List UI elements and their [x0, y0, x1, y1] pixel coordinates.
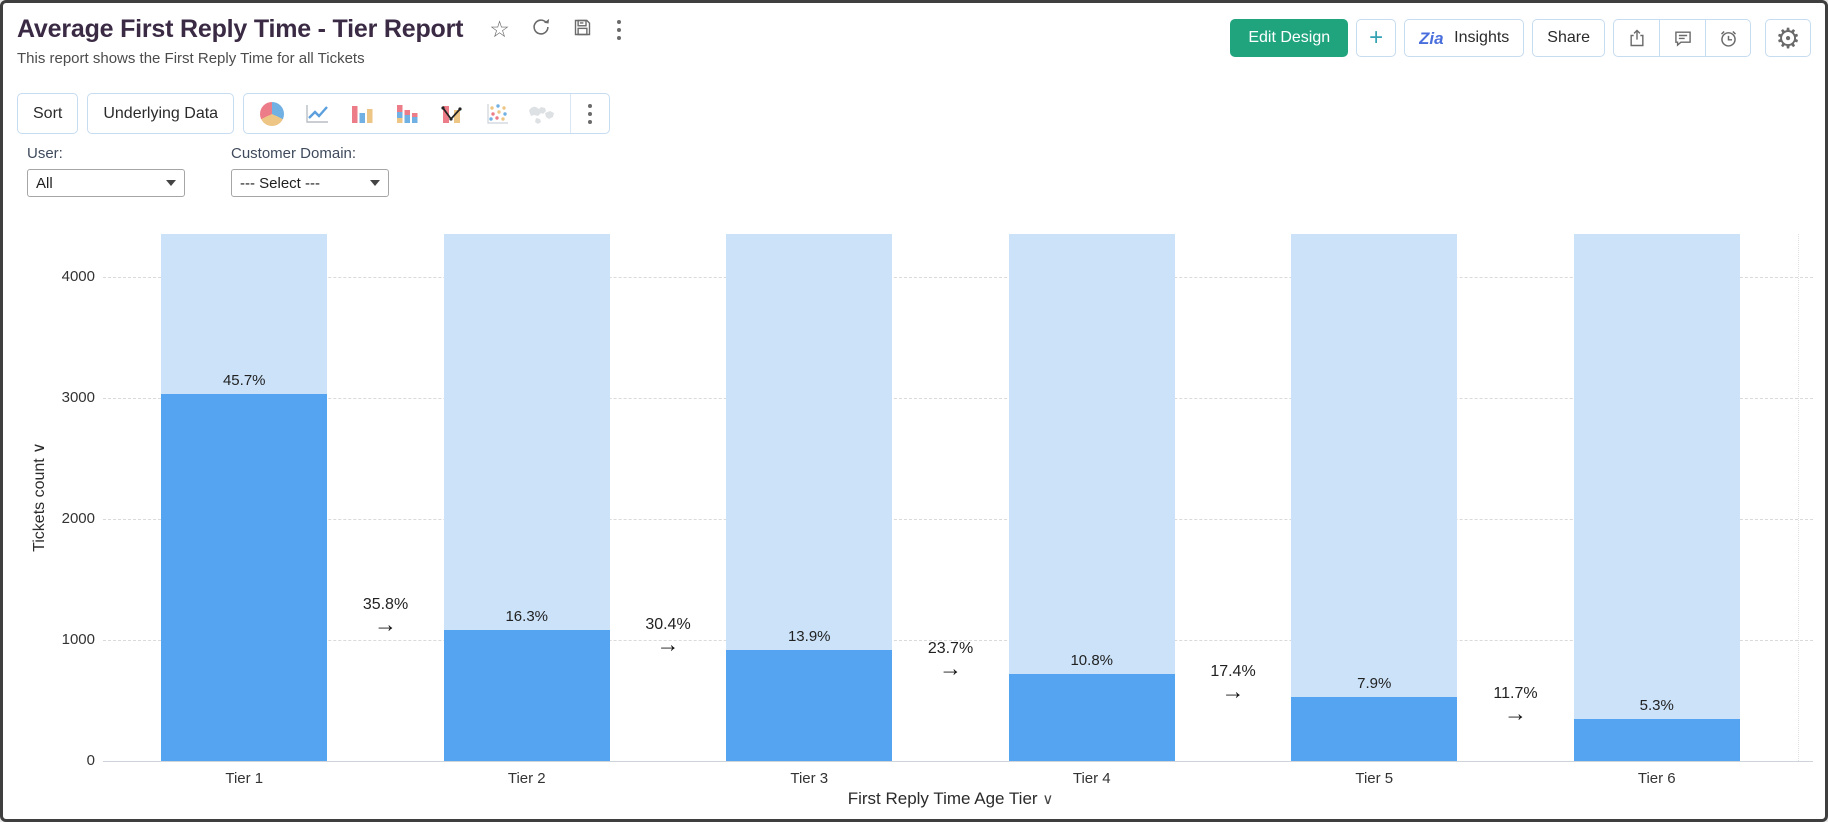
user-filter-value: All	[36, 174, 53, 192]
edit-design-button[interactable]: Edit Design	[1230, 19, 1349, 57]
transition-annotation: 11.7% →	[1471, 684, 1561, 726]
export-icon[interactable]	[1613, 19, 1659, 57]
x-category-label: Tier 3	[790, 770, 829, 787]
save-icon[interactable]	[572, 17, 593, 43]
refresh-icon[interactable]	[530, 16, 552, 43]
share-button[interactable]: Share	[1532, 19, 1605, 57]
y-tick-label: 0	[86, 752, 95, 769]
transition-percent-label: 11.7%	[1493, 684, 1538, 702]
export-comment-alarm-group	[1613, 19, 1751, 57]
customer-domain-filter: Customer Domain: --- Select ---	[231, 145, 389, 197]
x-category-label: Tier 2	[507, 770, 546, 787]
transition-percent-label: 23.7%	[927, 640, 974, 658]
y-tick-label: 2000	[61, 509, 95, 527]
y-tick-label: 3000	[61, 388, 95, 406]
transition-annotation: 30.4% →	[623, 615, 713, 657]
user-filter: User: All	[27, 145, 185, 197]
report-description: This report shows the First Reply Time f…	[17, 50, 365, 67]
y-axis-title[interactable]: Tickets count ∨	[31, 442, 48, 552]
value-bar[interactable]	[161, 394, 328, 761]
comment-icon[interactable]	[1659, 19, 1705, 57]
bar-percent-label: 45.7%	[222, 372, 266, 390]
transition-annotation: 17.4% →	[1188, 663, 1278, 705]
y-tick-label: 4000	[61, 267, 95, 285]
x-axis-title[interactable]: First Reply Time Age Tier ∨	[751, 789, 1151, 809]
combo-chart-icon[interactable]	[437, 100, 467, 128]
right-arrow-icon: →	[656, 630, 680, 657]
sort-button[interactable]: Sort	[17, 93, 79, 134]
transition-percent-label: 30.4%	[645, 615, 691, 633]
background-bar	[1008, 234, 1175, 761]
x-category-label: Tier 5	[1355, 770, 1394, 787]
settings-gear-icon[interactable]: ⚙	[1765, 19, 1811, 57]
action-bar: Edit Design + Zia Insights Share	[1230, 19, 1811, 57]
bar-percent-label: 5.3%	[1639, 696, 1674, 714]
background-bar	[1291, 234, 1458, 761]
star-icon[interactable]: ☆	[489, 16, 510, 42]
right-arrow-icon: →	[1221, 678, 1245, 705]
x-axis-line	[103, 761, 1813, 762]
stacked-bar-chart-icon[interactable]	[392, 100, 422, 128]
right-arrow-icon: →	[939, 655, 962, 682]
transition-annotation: 23.7% →	[906, 640, 996, 682]
add-button[interactable]: +	[1356, 19, 1397, 57]
gridline	[103, 397, 1813, 399]
customer-domain-filter-label: Customer Domain:	[231, 145, 357, 162]
x-axis-title-text: First Reply Time Age Tier	[847, 789, 1043, 808]
x-category-label: Tier 4	[1072, 770, 1111, 787]
right-arrow-icon: →	[374, 611, 397, 638]
chart-type-switcher	[243, 93, 611, 134]
chevron-down-icon: ∨	[1042, 791, 1054, 808]
value-bar[interactable]	[443, 630, 610, 761]
zia-icon: Zia	[1419, 29, 1444, 48]
alarm-icon[interactable]	[1705, 19, 1751, 57]
page-title: Average First Reply Time - Tier Report	[17, 15, 464, 43]
caret-down-icon	[166, 180, 176, 186]
bar-percent-label: 7.9%	[1357, 675, 1392, 693]
bar-percent-label: 10.8%	[1070, 652, 1114, 670]
background-bar	[1573, 234, 1740, 761]
filters-bar: User: All Customer Domain: --- Select --…	[27, 145, 389, 197]
transition-percent-label: 35.8%	[362, 596, 409, 614]
insights-label: Insights	[1454, 29, 1510, 46]
right-arrow-icon: →	[1504, 699, 1527, 726]
zia-insights-button[interactable]: Zia Insights	[1404, 19, 1525, 57]
value-bar[interactable]	[1291, 697, 1458, 761]
gridline	[103, 639, 1813, 641]
value-bar[interactable]	[1008, 674, 1175, 761]
more-icon[interactable]	[613, 19, 625, 40]
bar-chart-icon[interactable]	[347, 100, 377, 128]
user-filter-select[interactable]: All	[27, 169, 185, 197]
transition-annotation: 35.8% →	[341, 596, 431, 638]
report-header: Average First Reply Time - Tier Report ☆…	[17, 15, 625, 67]
bar-percent-label: 16.3%	[505, 608, 549, 626]
caret-down-icon	[370, 180, 380, 186]
report-toolbar: Sort Underlying Data	[17, 93, 611, 134]
scatter-chart-icon[interactable]	[482, 100, 512, 128]
value-bar[interactable]	[726, 649, 893, 761]
user-filter-label: User:	[27, 145, 63, 162]
value-bar[interactable]	[1573, 718, 1740, 761]
transition-percent-label: 17.4%	[1210, 663, 1256, 681]
x-category-label: Tier 6	[1637, 770, 1676, 787]
plot-right-edge	[1798, 234, 1799, 761]
customer-domain-filter-select[interactable]: --- Select ---	[231, 169, 389, 197]
map-chart-icon	[527, 100, 557, 128]
pie-chart-icon[interactable]	[257, 100, 287, 128]
x-category-label: Tier 1	[225, 770, 264, 787]
underlying-data-button[interactable]: Underlying Data	[87, 93, 235, 134]
gridline	[103, 518, 1813, 520]
svg-text:Zia: Zia	[1419, 29, 1444, 48]
line-chart-icon[interactable]	[302, 100, 332, 128]
more-chart-types-icon[interactable]	[584, 103, 596, 124]
bar-percent-label: 13.9%	[787, 627, 831, 645]
y-tick-label: 1000	[61, 630, 95, 648]
customer-domain-filter-value: --- Select ---	[240, 174, 320, 192]
gridline	[103, 276, 1813, 278]
